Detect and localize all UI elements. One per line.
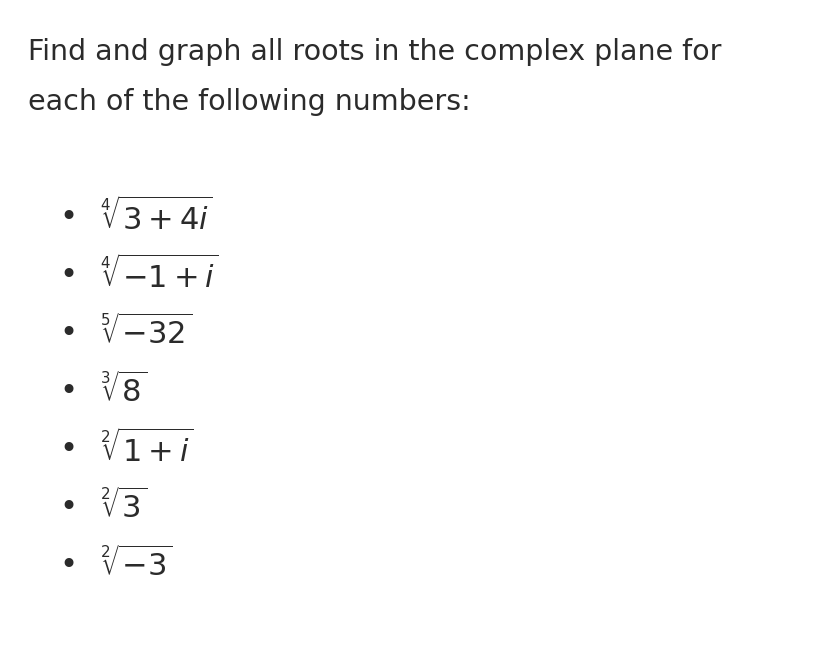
Text: •: • xyxy=(59,493,77,522)
Text: $\sqrt[4]{3 + 4i}$: $\sqrt[4]{3 + 4i}$ xyxy=(100,198,213,237)
Text: $\sqrt[2]{-3}$: $\sqrt[2]{-3}$ xyxy=(100,547,173,583)
Text: Find and graph all roots in the complex plane for: Find and graph all roots in the complex … xyxy=(28,38,720,66)
Text: •: • xyxy=(59,261,77,290)
Text: •: • xyxy=(59,551,77,580)
Text: •: • xyxy=(59,319,77,348)
Text: •: • xyxy=(59,377,77,406)
Text: $\sqrt[3]{8}$: $\sqrt[3]{8}$ xyxy=(100,373,147,409)
Text: $\sqrt[4]{-1 + i}$: $\sqrt[4]{-1 + i}$ xyxy=(100,256,218,295)
Text: $\sqrt[5]{-32}$: $\sqrt[5]{-32}$ xyxy=(100,316,192,352)
Text: $\sqrt[2]{3}$: $\sqrt[2]{3}$ xyxy=(100,489,147,525)
Text: •: • xyxy=(59,203,77,232)
Text: $\sqrt[2]{1 + i}$: $\sqrt[2]{1 + i}$ xyxy=(100,430,194,469)
Text: each of the following numbers:: each of the following numbers: xyxy=(28,88,471,116)
Text: •: • xyxy=(59,435,77,464)
